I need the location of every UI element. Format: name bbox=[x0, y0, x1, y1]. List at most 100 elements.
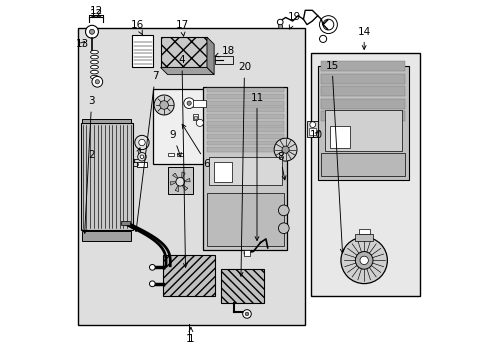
Circle shape bbox=[196, 119, 203, 126]
Text: 12: 12 bbox=[89, 6, 102, 17]
Bar bbox=[81, 123, 132, 230]
Text: 7: 7 bbox=[134, 71, 158, 231]
Circle shape bbox=[277, 19, 283, 25]
Polygon shape bbox=[181, 184, 187, 190]
Text: 17: 17 bbox=[175, 19, 188, 36]
Circle shape bbox=[149, 281, 155, 287]
Bar bbox=[206, 94, 283, 99]
Circle shape bbox=[183, 98, 194, 109]
Circle shape bbox=[278, 223, 288, 234]
Text: 5: 5 bbox=[132, 148, 141, 169]
Bar bbox=[192, 114, 198, 120]
Circle shape bbox=[278, 24, 282, 28]
Ellipse shape bbox=[90, 50, 98, 54]
Circle shape bbox=[340, 237, 386, 284]
Circle shape bbox=[92, 76, 102, 87]
Bar bbox=[308, 128, 315, 135]
Circle shape bbox=[138, 153, 146, 161]
Bar bbox=[208, 157, 282, 185]
Bar bbox=[321, 99, 405, 109]
Text: 1: 1 bbox=[187, 328, 194, 344]
Bar bbox=[214, 162, 231, 182]
Bar bbox=[167, 153, 174, 156]
Circle shape bbox=[278, 205, 288, 216]
Text: 14: 14 bbox=[357, 27, 370, 49]
Circle shape bbox=[95, 80, 99, 84]
Text: 8: 8 bbox=[276, 152, 285, 180]
Text: 2: 2 bbox=[88, 150, 95, 160]
Bar bbox=[221, 269, 264, 303]
Text: 11: 11 bbox=[250, 93, 263, 240]
Bar bbox=[321, 61, 405, 71]
Text: 13: 13 bbox=[75, 39, 88, 49]
Bar bbox=[153, 89, 212, 164]
Polygon shape bbox=[175, 184, 179, 192]
Ellipse shape bbox=[90, 70, 98, 74]
Text: 10: 10 bbox=[309, 130, 322, 140]
Ellipse shape bbox=[90, 75, 98, 79]
Circle shape bbox=[176, 177, 184, 186]
Bar bbox=[317, 66, 408, 180]
Text: 16: 16 bbox=[130, 19, 143, 35]
Circle shape bbox=[149, 265, 155, 270]
Bar bbox=[193, 116, 197, 119]
Polygon shape bbox=[160, 67, 214, 75]
Text: 9: 9 bbox=[169, 130, 181, 157]
Bar bbox=[354, 234, 372, 241]
Bar bbox=[321, 153, 405, 176]
Text: 18: 18 bbox=[215, 46, 235, 57]
Circle shape bbox=[242, 310, 251, 318]
Circle shape bbox=[359, 256, 367, 265]
Bar bbox=[306, 121, 318, 137]
Bar bbox=[324, 111, 401, 152]
Circle shape bbox=[139, 139, 145, 146]
Polygon shape bbox=[181, 172, 185, 179]
Circle shape bbox=[282, 146, 288, 153]
Bar bbox=[206, 114, 283, 119]
Text: 12: 12 bbox=[89, 9, 102, 19]
Circle shape bbox=[135, 135, 149, 150]
Bar bbox=[160, 37, 206, 67]
Bar bbox=[206, 101, 283, 106]
Bar bbox=[310, 53, 419, 296]
Text: 19: 19 bbox=[287, 13, 301, 29]
Polygon shape bbox=[206, 37, 214, 75]
Ellipse shape bbox=[90, 55, 98, 59]
Bar bbox=[329, 126, 349, 148]
Bar bbox=[206, 140, 283, 145]
Bar bbox=[321, 86, 405, 96]
Bar bbox=[321, 73, 405, 84]
Bar bbox=[321, 111, 405, 121]
Bar bbox=[206, 147, 283, 152]
Circle shape bbox=[154, 95, 174, 115]
Circle shape bbox=[85, 25, 98, 38]
Bar bbox=[206, 108, 283, 112]
Circle shape bbox=[319, 35, 326, 42]
Circle shape bbox=[89, 29, 94, 34]
Circle shape bbox=[140, 155, 143, 158]
Text: 3: 3 bbox=[83, 96, 95, 233]
Polygon shape bbox=[183, 178, 190, 182]
Bar bbox=[214, 56, 232, 64]
Circle shape bbox=[309, 122, 315, 127]
Bar bbox=[176, 153, 183, 156]
Circle shape bbox=[355, 252, 372, 269]
Circle shape bbox=[160, 101, 168, 109]
Circle shape bbox=[186, 101, 191, 105]
Text: 4: 4 bbox=[178, 55, 187, 267]
Bar bbox=[206, 87, 283, 93]
Bar bbox=[121, 221, 130, 225]
Text: 1: 1 bbox=[185, 334, 192, 344]
Ellipse shape bbox=[90, 60, 98, 64]
Bar bbox=[167, 167, 192, 194]
Bar bbox=[163, 255, 214, 296]
Bar bbox=[206, 121, 283, 126]
Bar bbox=[244, 250, 250, 256]
Text: 20: 20 bbox=[238, 63, 250, 276]
Bar bbox=[206, 193, 283, 246]
Bar bbox=[358, 229, 369, 234]
Bar bbox=[82, 118, 131, 123]
Ellipse shape bbox=[90, 65, 98, 69]
Bar bbox=[82, 231, 131, 241]
Bar bbox=[206, 134, 283, 139]
